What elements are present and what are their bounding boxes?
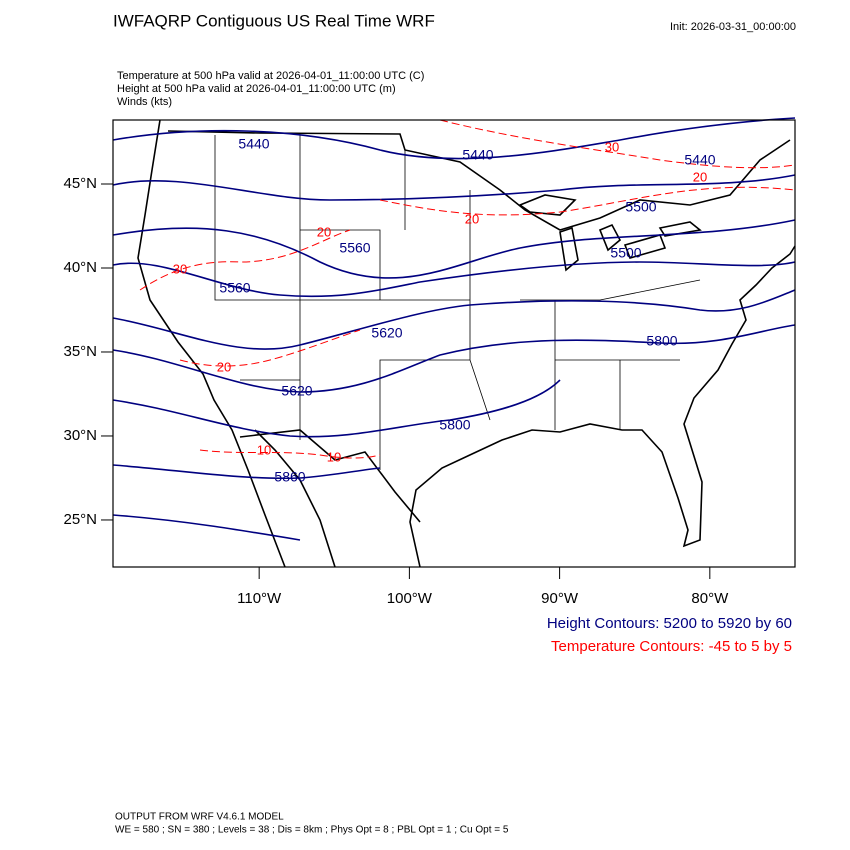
x-tick-label: 100°W (387, 590, 433, 607)
temperature-contour (179, 329, 361, 367)
height-contour-label: 5440 (238, 136, 269, 152)
temperature-contour (439, 119, 796, 169)
y-tick-label: 30°N (63, 427, 97, 444)
border (167, 130, 791, 523)
y-tick-label: 35°N (63, 343, 97, 360)
height-legend: Height Contours: 5200 to 5920 by 60 (547, 615, 792, 632)
y-tick-label: 45°N (63, 175, 97, 192)
height-contour-label: 5500 (610, 245, 641, 261)
height-contour-label: 5800 (439, 417, 470, 433)
state-lines (214, 135, 701, 470)
temperature-contour-label: 10 (257, 442, 271, 457)
great-lakes (518, 194, 702, 272)
height-contour-label: 5440 (462, 147, 493, 163)
field-label: Temperature at 500 hPa valid at 2026-04-… (117, 70, 424, 82)
init-time: Init: 2026-03-31_00:00:00 (670, 21, 796, 33)
field-label: Winds (kts) (117, 96, 172, 108)
field-label: Height at 500 hPa valid at 2026-04-01_11… (117, 83, 396, 95)
title: IWFAQRP Contiguous US Real Time WRF (113, 11, 435, 30)
height-contour (112, 174, 796, 201)
temperature-contour-label: 20 (693, 169, 707, 184)
y-tick-label: 25°N (63, 511, 97, 528)
height-contour (112, 289, 796, 350)
height-contour-label: 5800 (646, 333, 677, 349)
height-contour-label: 5560 (339, 240, 370, 256)
height-contour (112, 379, 561, 438)
temperature-contour-label: 20 (317, 224, 331, 239)
height-contour (112, 117, 796, 160)
temperature-contour (379, 186, 796, 216)
footer: WE = 580 ; SN = 380 ; Levels = 38 ; Dis … (115, 825, 509, 836)
height-contour-label: 5620 (371, 325, 402, 341)
height-contour-label: 5440 (684, 152, 715, 168)
height-contour-label: 5500 (625, 199, 656, 215)
temperature-contour-label: 10 (327, 449, 341, 464)
footer: OUTPUT FROM WRF V4.6.1 MODEL (115, 812, 284, 823)
temperature-contour-label: 20 (465, 211, 479, 226)
x-tick-label: 80°W (691, 590, 729, 607)
height-contour (112, 514, 301, 541)
temperature-contour-label: 30 (173, 261, 187, 276)
temperature-contour (199, 449, 381, 459)
y-tick-label: 40°N (63, 259, 97, 276)
height-contour (112, 464, 381, 480)
map (112, 117, 796, 568)
height-contour-label: 5860 (274, 469, 305, 485)
height-contour (112, 261, 796, 298)
x-tick-label: 110°W (237, 590, 282, 607)
x-tick-label: 90°W (541, 590, 579, 607)
temperature-legend: Temperature Contours: -45 to 5 by 5 (551, 638, 792, 655)
temperature-contour (139, 229, 351, 291)
height-contour-label: 5560 (219, 280, 250, 296)
height-contour (112, 219, 796, 279)
temperature-contour-label: 20 (217, 359, 231, 374)
temperature-contour-label: 30 (605, 139, 619, 154)
map-frame (112, 119, 796, 568)
height-contour-label: 5620 (281, 383, 312, 399)
height-contour (112, 324, 796, 393)
